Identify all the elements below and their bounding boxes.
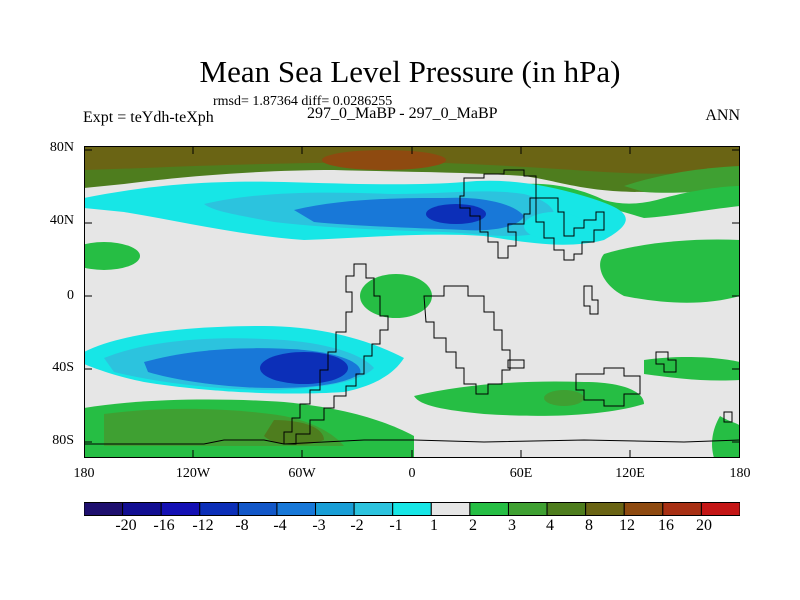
lon-label-120e: 120E	[615, 466, 645, 481]
colorbar-label: -16	[153, 517, 175, 534]
south-brown-patch	[264, 420, 324, 445]
colorbar-swatch	[199, 502, 239, 516]
colorbar-label: 8	[585, 517, 593, 534]
runs-label: 297_0_MaBP - 297_0_MaBP	[307, 105, 498, 122]
south-dark-blue-core	[260, 352, 348, 384]
north-dark-brown-core	[322, 150, 446, 170]
colorbar-swatch	[160, 502, 201, 516]
north-green-fringe	[624, 166, 740, 193]
colorbar-swatch	[662, 502, 702, 516]
southeast-olive-patch	[544, 390, 584, 406]
colorbar-label: 12	[619, 517, 635, 534]
colorbar	[84, 502, 740, 516]
colorbar-swatch	[353, 502, 394, 516]
colorbar-label: -20	[115, 517, 137, 534]
colorbar-swatch	[546, 502, 587, 516]
colorbar-swatch	[430, 502, 471, 516]
map-ticks	[84, 146, 740, 458]
north-cyan-patch	[524, 212, 584, 240]
stats-text: rmsd= 1.87364 diff= 0.0286255	[213, 94, 393, 109]
lat-label-0: 0	[67, 288, 74, 303]
coastlines	[84, 169, 740, 445]
experiment-label: Expt = teYdh-teXph	[83, 109, 214, 126]
colorbar-label: -12	[192, 517, 214, 534]
colorbar-swatch	[122, 502, 162, 516]
lat-label-80n: 80N	[49, 140, 74, 155]
colorbar-label: -1	[389, 517, 403, 534]
lon-label-60e: 60E	[509, 466, 533, 481]
colorbar-swatch	[700, 502, 740, 516]
north-dark-blue-core	[426, 204, 486, 224]
lon-label-180e: 180	[729, 466, 751, 481]
colorbar-label: 20	[696, 517, 712, 534]
far-south-east-green	[712, 416, 740, 458]
southeast-green-band	[414, 381, 644, 416]
far-south-green	[84, 428, 91, 448]
colorbar-swatch	[315, 502, 355, 516]
colorbar-swatch	[392, 502, 432, 516]
lon-label-120w: 120W	[175, 466, 211, 481]
tropical-green-patch	[360, 274, 432, 318]
colorbar-swatch	[585, 502, 625, 516]
map-plot	[84, 146, 740, 458]
lat-label-40n: 40N	[49, 213, 74, 228]
colorbar-swatch	[469, 502, 509, 516]
colorbar-label: 2	[469, 517, 477, 534]
lat-label-40s: 40S	[52, 360, 74, 375]
colorbar-label: 16	[658, 517, 674, 534]
colorbar-swatch	[276, 502, 317, 516]
colorbar-swatch	[84, 502, 124, 516]
colorbar-label: -3	[312, 517, 326, 534]
east-green-strip	[644, 356, 740, 381]
west-green-patch	[84, 242, 140, 270]
eurasia-green	[524, 183, 740, 218]
lon-label-60w: 60W	[288, 466, 316, 481]
colorbar-label: 3	[508, 517, 516, 534]
colorbar-label: 1	[430, 517, 438, 534]
colorbar-label: -4	[273, 517, 287, 534]
colorbar-swatch	[507, 502, 548, 516]
plot-title: Mean Sea Level Pressure (in hPa)	[199, 54, 621, 89]
east-green-band	[600, 239, 740, 303]
lon-label-180w: 180	[73, 466, 95, 481]
colorbar-swatch	[237, 502, 278, 516]
colorbar-label: 4	[546, 517, 554, 534]
lat-label-80s: 80S	[52, 433, 74, 448]
colorbar-swatch	[623, 502, 664, 516]
colorbar-label: -8	[235, 517, 249, 534]
season-label: ANN	[705, 107, 740, 124]
lon-label-0: 0	[408, 466, 416, 481]
colorbar-label: -2	[350, 517, 364, 534]
